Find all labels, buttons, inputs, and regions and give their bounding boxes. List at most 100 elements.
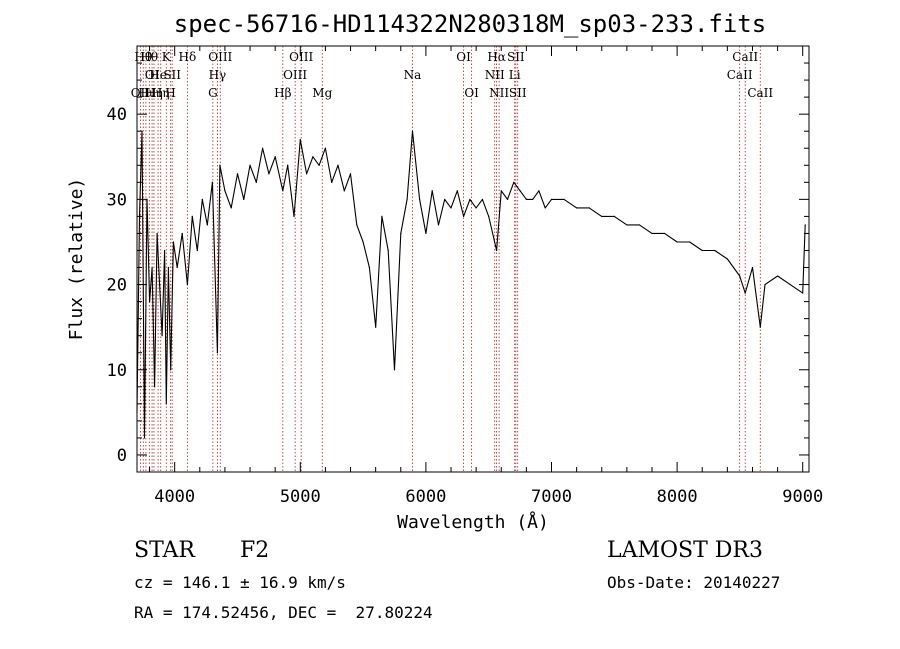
line-label: G [208, 86, 218, 100]
y-tick-label: 20 [107, 276, 127, 296]
spectrum-point [224, 190, 226, 192]
spectrum-point [776, 275, 779, 277]
spectrum-point [268, 173, 270, 175]
spectrum-point [481, 198, 484, 200]
spectrum-point [576, 207, 578, 209]
line-label: OI [456, 50, 471, 64]
spectrum-point [156, 232, 158, 235]
y-tick-label: 30 [107, 190, 127, 210]
spectrum-point [206, 224, 208, 226]
spectrum-point [506, 198, 509, 200]
spectrum-point [176, 266, 178, 269]
x-tick-label: 4000 [154, 487, 195, 507]
spectrum-point [789, 283, 791, 286]
spectrum-point [500, 190, 502, 192]
line-label: Hη [152, 86, 170, 100]
series-layer [136, 130, 806, 439]
spectrum-point [431, 190, 433, 192]
spectrum-point [368, 266, 370, 269]
y-axis-label: Flux (relative) [66, 178, 87, 341]
y-axis: 0 10 20 30 40 [107, 62, 809, 466]
line-label: OI [145, 68, 160, 82]
spectrum-point [318, 164, 320, 166]
line-label: CaII [727, 68, 753, 82]
spectrum-point [165, 403, 167, 405]
spectrum-point [186, 283, 188, 286]
spectrum-point [538, 190, 540, 192]
line-label: Na [404, 68, 422, 82]
spectrum-point [356, 224, 358, 226]
spectrum-point [676, 241, 678, 243]
x-axis: 4000 5000 6000 7000 8000 9000 [149, 46, 823, 507]
spectrum-point [219, 164, 221, 166]
line-label: H [165, 86, 175, 100]
spectrum-point [381, 215, 383, 217]
line-label: Hδ [179, 50, 197, 64]
spectrum-point [387, 249, 389, 252]
spectrum-point [172, 241, 175, 243]
spectrum-point [161, 335, 163, 337]
line-label: CaII [747, 86, 773, 100]
spectrum-point [181, 232, 183, 235]
spectrum-point [211, 181, 213, 183]
spectrum-point [638, 224, 641, 226]
y-tick-label: 40 [107, 105, 127, 125]
line-label: OIII [283, 68, 307, 82]
spectrum-point [262, 147, 264, 149]
spectrum-point [170, 369, 172, 371]
x-tick-label: 8000 [657, 487, 698, 507]
spectrum-point [626, 224, 628, 226]
spectrum-point [236, 173, 239, 175]
spectrum-point [714, 249, 716, 252]
line-label: OIII [289, 50, 313, 64]
spectrum-point [444, 198, 446, 200]
observation-date: Obs-Date: 20140227 [607, 573, 781, 592]
line-label: OIII [208, 50, 232, 64]
spectrum-point [759, 326, 761, 328]
spectrum-point [230, 207, 232, 209]
spectrum-point [513, 181, 515, 183]
spectrum-point [804, 224, 806, 226]
spectrum-point [496, 249, 498, 252]
spectrum-point [243, 198, 245, 200]
spectrum-point [282, 190, 284, 192]
line-label: SII [163, 68, 181, 82]
line-label: Hβ [274, 86, 291, 100]
line-label: OI [464, 86, 479, 100]
spectrum-point [305, 173, 308, 175]
object-class: STAR [134, 538, 195, 563]
line-label: Hθ [140, 50, 158, 64]
spectrum-point [201, 198, 203, 200]
line-label: Hη [145, 86, 163, 100]
spectrum-point [462, 215, 465, 217]
x-tick-label: 7000 [531, 487, 572, 507]
spectrum-point [274, 156, 276, 158]
line-label: He [149, 68, 167, 82]
spectrum-point [191, 215, 193, 217]
spectrum-point [312, 156, 314, 158]
spectrum-point [393, 369, 396, 371]
spectrum-line [136, 130, 806, 439]
spectrum-point [151, 266, 153, 269]
y-tick-label: 10 [107, 361, 127, 381]
line-label: SII [507, 50, 525, 64]
x-tick-label: 6000 [405, 487, 446, 507]
spectrum-point [739, 275, 741, 277]
spectrum-point [375, 326, 377, 328]
emission-line-labels: OII Hθ Hι Hθ OI Hη He Hη K H SII Hδ G Hγ OIII Hβ OIII OII… [131, 50, 774, 100]
line-label: K [162, 50, 172, 64]
spectrum-point [349, 173, 352, 175]
spectrum-point [331, 181, 333, 183]
spectrum-point [726, 258, 728, 260]
line-label: OII [131, 86, 151, 100]
spectrum-point [159, 283, 161, 286]
spectrum-point [550, 198, 553, 200]
spectrum-point [216, 352, 218, 354]
spectrum-point [299, 139, 301, 141]
x-axis-label: Wavelength (Å) [397, 511, 549, 533]
chart-title: spec-56716-HD114322N280318M_sp03-233.fit… [174, 10, 766, 38]
spectrum-point [802, 292, 804, 294]
spectrum-point [651, 232, 653, 235]
object-subclass: F2 [240, 538, 270, 563]
spectrum-point [406, 198, 408, 200]
